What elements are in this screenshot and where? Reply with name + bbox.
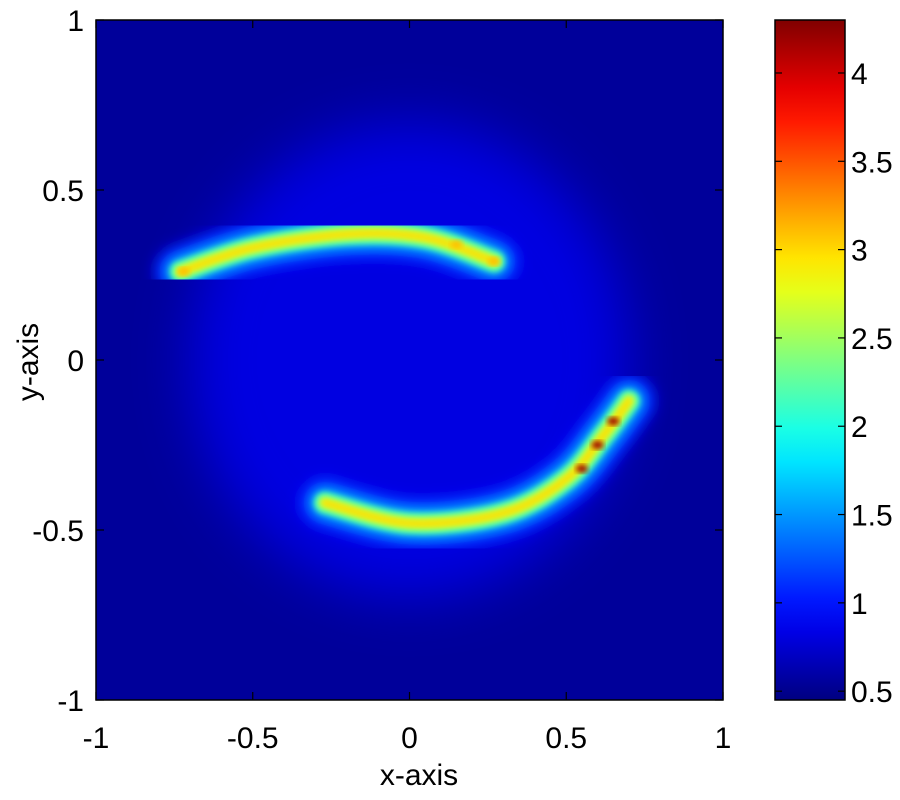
colorbar-tick-label: 2.5 [851, 323, 893, 356]
x-tick-label: 1 [715, 722, 732, 755]
upper-arc-hot-spot [488, 257, 501, 266]
colorbar-tick-label: 1.5 [851, 500, 893, 533]
upper-arc-hot-spot [177, 267, 190, 276]
x-tick-label: 0.5 [545, 722, 587, 755]
colorbar-tick-label: 0.5 [851, 676, 893, 709]
lower-arc-band-4 [322, 398, 632, 527]
colorbar-gradient [774, 19, 846, 701]
y-tick-label: 0.5 [42, 175, 84, 208]
colorbar-ticks: 0.5 1 1.5 2 2.5 3 3.5 4 [775, 58, 893, 709]
upper-arc-hot-spot [450, 240, 463, 249]
lower-arc-hot-spot [607, 417, 620, 426]
y-tick-label: 1 [67, 5, 84, 38]
upper-arc-band-4 [178, 230, 497, 275]
colorbar-tick-label: 2 [851, 411, 868, 444]
field-layer [154, 122, 655, 598]
plot-area [95, 19, 724, 701]
lower-arc-hot-spot [575, 464, 588, 473]
colorbar-tick-label: 3 [851, 235, 868, 268]
colorbar-tick-label: 3.5 [851, 146, 893, 179]
colorbar: 0.5 1 1.5 2 2.5 3 3.5 4 [774, 19, 893, 709]
x-tick-label: 0 [401, 722, 418, 755]
y-tick-label: -0.5 [32, 515, 84, 548]
x-axis-ticks: -1 -0.5 0 0.5 1 [83, 20, 732, 755]
lower-arc-hot-spot [591, 441, 604, 449]
x-tick-label: -0.5 [227, 722, 279, 755]
colorbar-tick-label: 4 [851, 58, 868, 91]
colorbar-tick-label: 1 [851, 588, 868, 621]
y-axis-label: y-axis [12, 323, 45, 401]
y-axis-ticks: -1 -0.5 0 0.5 1 [32, 5, 723, 718]
x-tick-label: -1 [83, 722, 110, 755]
x-axis-label: x-axis [380, 759, 458, 792]
y-tick-label: 0 [67, 345, 84, 378]
feature-upper-arc [154, 207, 521, 298]
feature-lower-arc [298, 374, 655, 550]
y-tick-label: -1 [57, 685, 84, 718]
